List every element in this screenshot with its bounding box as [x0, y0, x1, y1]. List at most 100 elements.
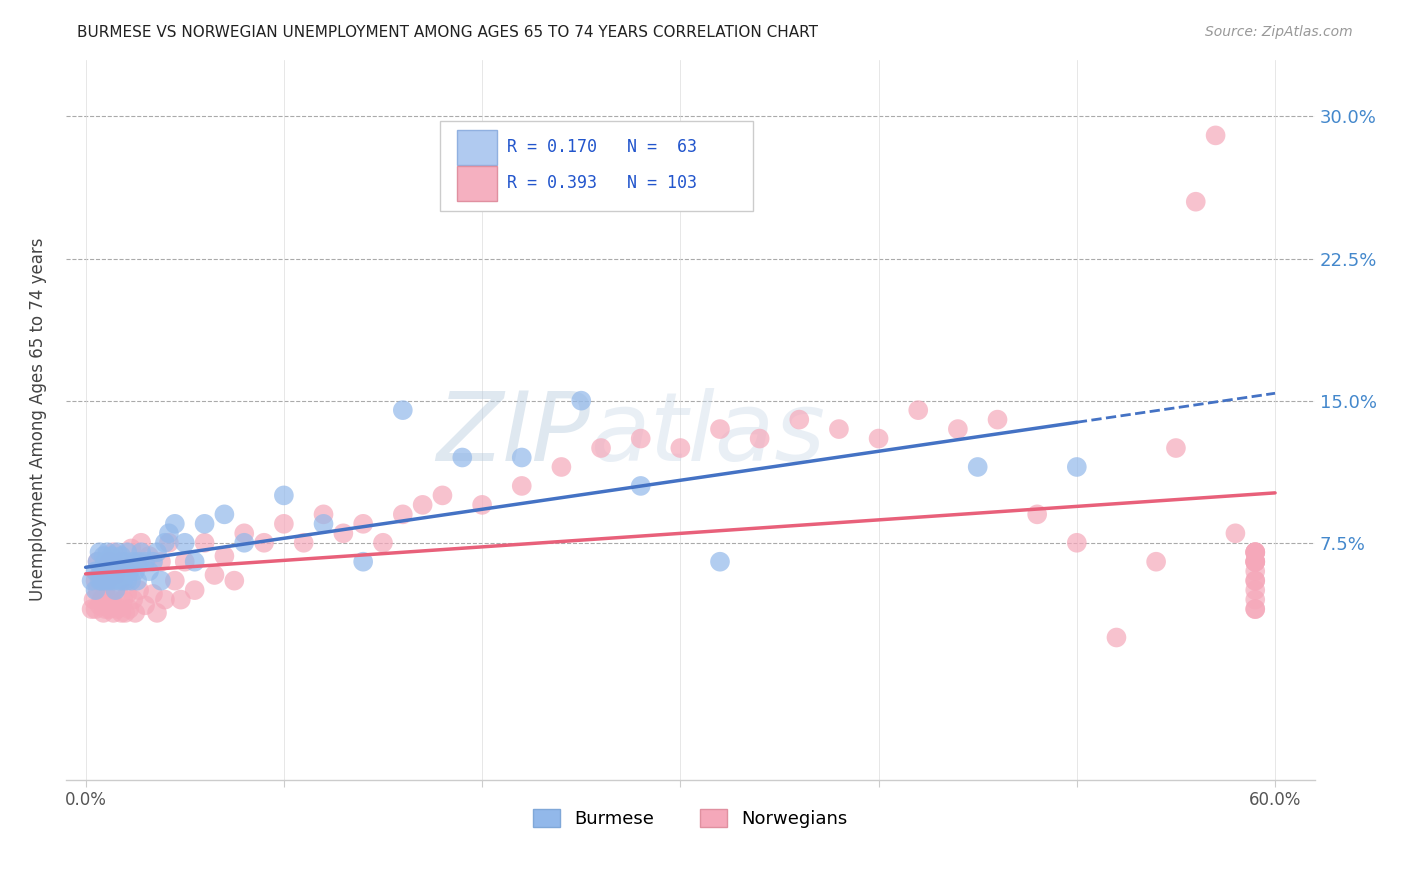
Point: [510, 479, 533, 493]
Point: [149, 555, 172, 569]
Point: [117, 587, 139, 601]
Point: [94, 574, 117, 588]
Point: [128, 555, 150, 569]
Point: [112, 574, 135, 588]
Point: [114, 606, 136, 620]
Point: [89, 574, 111, 588]
Point: [110, 560, 132, 574]
Point: [129, 535, 152, 549]
Point: [89, 545, 111, 559]
Point: [90, 592, 112, 607]
Point: [84, 583, 107, 598]
Point: [451, 450, 474, 465]
Point: [86, 555, 108, 569]
Point: [630, 432, 652, 446]
Point: [787, 412, 810, 426]
Point: [94, 564, 117, 578]
Point: [352, 516, 374, 531]
Point: [80, 602, 103, 616]
Point: [986, 412, 1008, 426]
Text: R = 0.170   N =  63: R = 0.170 N = 63: [506, 138, 696, 156]
Point: [142, 555, 165, 569]
Point: [1244, 545, 1267, 559]
Point: [471, 498, 494, 512]
Point: [134, 555, 156, 569]
Point: [1066, 535, 1088, 549]
Point: [86, 583, 108, 598]
Point: [100, 564, 122, 578]
Point: [138, 564, 160, 578]
Point: [709, 555, 731, 569]
Point: [86, 555, 108, 569]
Point: [253, 535, 276, 549]
Text: BURMESE VS NORWEGIAN UNEMPLOYMENT AMONG AGES 65 TO 74 YEARS CORRELATION CHART: BURMESE VS NORWEGIAN UNEMPLOYMENT AMONG …: [77, 25, 818, 40]
Point: [98, 555, 121, 569]
Text: ZIP: ZIP: [436, 387, 591, 481]
Point: [118, 564, 141, 578]
Point: [96, 568, 118, 582]
Point: [114, 555, 136, 569]
Point: [110, 606, 132, 620]
Point: [1205, 128, 1227, 143]
Point: [332, 526, 354, 541]
Text: Source: ZipAtlas.com: Source: ZipAtlas.com: [1205, 25, 1353, 39]
Point: [1244, 564, 1267, 578]
Point: [352, 555, 374, 569]
Point: [569, 393, 592, 408]
Point: [105, 602, 128, 616]
Point: [173, 535, 195, 549]
Point: [108, 579, 131, 593]
Point: [1066, 460, 1088, 475]
Point: [112, 592, 135, 607]
Point: [1244, 602, 1267, 616]
Point: [224, 574, 246, 588]
Point: [163, 574, 186, 588]
Point: [90, 564, 112, 578]
Point: [391, 403, 413, 417]
Point: [194, 516, 217, 531]
Point: [1184, 194, 1206, 209]
Point: [134, 599, 156, 613]
Point: [233, 535, 256, 549]
Point: [1225, 526, 1247, 541]
Point: [128, 583, 150, 598]
Point: [412, 498, 434, 512]
Point: [149, 574, 172, 588]
Point: [669, 441, 692, 455]
Point: [100, 549, 122, 563]
Point: [173, 555, 195, 569]
FancyBboxPatch shape: [457, 166, 496, 202]
Point: [100, 564, 122, 578]
Point: [94, 560, 117, 574]
Point: [127, 555, 149, 569]
Point: [103, 560, 125, 574]
Point: [120, 574, 142, 588]
Point: [292, 535, 315, 549]
Point: [157, 526, 180, 541]
Point: [163, 516, 186, 531]
Point: [1105, 631, 1128, 645]
Point: [146, 606, 169, 620]
Y-axis label: Unemployment Among Ages 65 to 74 years: Unemployment Among Ages 65 to 74 years: [30, 238, 46, 601]
Point: [93, 549, 115, 563]
Point: [146, 545, 169, 559]
Point: [124, 564, 146, 578]
Point: [432, 488, 454, 502]
Point: [709, 422, 731, 436]
Point: [89, 599, 111, 613]
Legend: Burmese, Norwegians: Burmese, Norwegians: [526, 802, 855, 836]
Point: [98, 555, 121, 569]
Point: [1244, 555, 1267, 569]
Point: [90, 564, 112, 578]
Point: [94, 555, 117, 569]
Point: [1244, 602, 1267, 616]
Point: [93, 560, 115, 574]
FancyBboxPatch shape: [440, 120, 752, 211]
Point: [94, 583, 117, 598]
Point: [122, 555, 145, 569]
Point: [946, 422, 969, 436]
Point: [1244, 574, 1267, 588]
Point: [104, 599, 127, 613]
Point: [589, 441, 612, 455]
Point: [371, 535, 394, 549]
